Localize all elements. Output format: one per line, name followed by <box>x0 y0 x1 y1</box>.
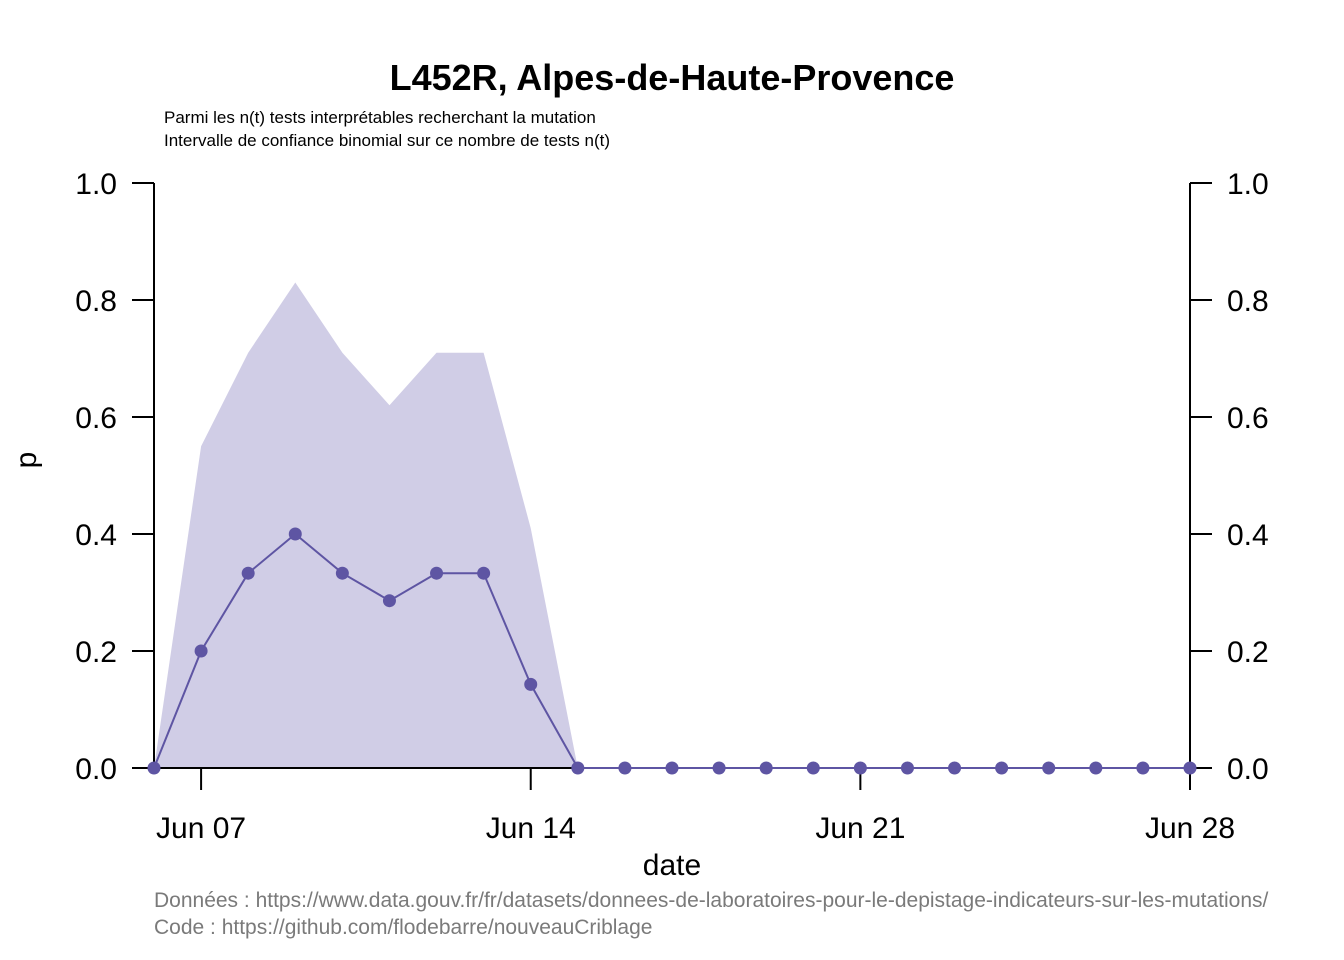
data-point <box>618 761 632 775</box>
y-tick-label-right: 0.4 <box>1227 519 1269 552</box>
y-tick-label-right: 0.0 <box>1227 753 1269 786</box>
x-axis-label: date <box>643 849 701 882</box>
data-point <box>1089 761 1103 775</box>
plot-area: 0.0 0.0 0.2 0.2 0.4 0.4 0.6 0.6 0.8 0.8 1.0 1.0 Jun … <box>75 168 1268 845</box>
data-point <box>241 566 255 580</box>
y-tick-label-left: 1.0 <box>75 168 117 201</box>
chart-title: L452R, Alpes-de-Haute-Provence <box>390 57 955 98</box>
data-point <box>759 761 773 775</box>
data-point <box>571 761 585 775</box>
data-point <box>147 761 161 775</box>
chart-subtitle-line-1: Parmi les n(t) tests interprétables rech… <box>164 108 596 127</box>
y-tick-label-left: 0.2 <box>75 636 117 669</box>
data-point <box>288 527 302 541</box>
data-point <box>853 761 867 775</box>
y-tick-label-left: 0.8 <box>75 285 117 318</box>
x-tick-label: Jun 14 <box>486 812 576 845</box>
y-tick-label-left: 0.4 <box>75 519 117 552</box>
data-point <box>900 761 914 775</box>
footer-data-source: Données : https://www.data.gouv.fr/fr/da… <box>154 889 1268 912</box>
y-axis-label: p <box>10 452 43 469</box>
data-point <box>665 761 679 775</box>
data-point <box>1183 761 1197 775</box>
x-tick-label: Jun 28 <box>1145 812 1235 845</box>
data-point <box>948 761 962 775</box>
x-tick-label: Jun 21 <box>815 812 905 845</box>
y-tick-label-left: 0.0 <box>75 753 117 786</box>
footer-code-source: Code : https://github.com/flodebarre/nou… <box>154 916 652 939</box>
data-point <box>382 594 396 608</box>
data-point <box>1136 761 1150 775</box>
data-point <box>194 644 208 658</box>
data-point <box>806 761 820 775</box>
data-point <box>477 566 491 580</box>
confidence-band <box>154 282 1190 768</box>
data-point <box>712 761 726 775</box>
chart-subtitle-line-2: Intervalle de confiance binomial sur ce … <box>164 131 610 150</box>
y-tick-label-right: 0.6 <box>1227 402 1269 435</box>
y-tick-label-right: 0.8 <box>1227 285 1269 318</box>
data-point <box>1042 761 1056 775</box>
data-point <box>335 566 349 580</box>
y-tick-label-right: 0.2 <box>1227 636 1269 669</box>
x-tick-label: Jun 07 <box>156 812 246 845</box>
y-tick-label-right: 1.0 <box>1227 168 1269 201</box>
data-point <box>995 761 1009 775</box>
data-point <box>430 566 444 580</box>
data-point <box>524 677 538 691</box>
y-tick-label-left: 0.6 <box>75 402 117 435</box>
